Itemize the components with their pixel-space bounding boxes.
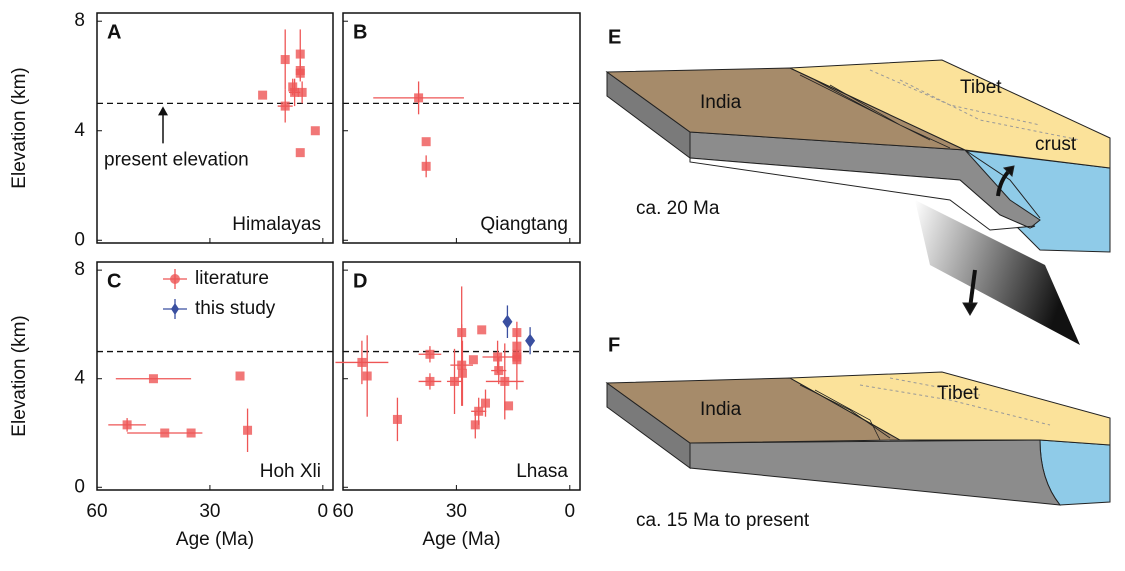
x-axis-label: Age (Ma) (176, 529, 254, 550)
marker (186, 428, 196, 438)
marker (512, 355, 522, 365)
marker (122, 420, 132, 430)
marker (474, 406, 484, 416)
panel-label: F (608, 334, 620, 356)
marker (468, 355, 478, 365)
y-tick-label: 0 (74, 229, 85, 250)
legend-marker (170, 274, 180, 284)
y-axis-label: Elevation (km) (9, 67, 30, 188)
marker (160, 428, 170, 438)
legend-label: literature (195, 268, 269, 289)
diagram-text: India (700, 399, 742, 420)
marker (280, 101, 290, 111)
x-tick-label: 30 (446, 501, 467, 522)
marker (295, 68, 305, 78)
panel-label: B (353, 21, 367, 43)
panel-label: E (608, 26, 621, 48)
diagram-f: India Tibet ca. 15 Ma to present F (605, 334, 1111, 531)
marker (493, 352, 503, 362)
diagram-text: crust (1035, 134, 1077, 155)
marker (494, 366, 504, 376)
y-tick-label: 4 (74, 120, 85, 141)
diagram-e: India Tibet crust ca. 20 Ma E (605, 26, 1111, 345)
marker (425, 349, 435, 359)
x-tick-label: 60 (332, 501, 353, 522)
y-tick-label: 8 (74, 259, 85, 280)
y-tick-label: 4 (74, 368, 85, 389)
marker (235, 371, 245, 381)
annotation: present elevation (104, 149, 249, 170)
marker (481, 398, 491, 408)
marker (392, 414, 402, 424)
marker (425, 376, 435, 386)
marker (362, 371, 372, 381)
panel-label: C (107, 270, 121, 292)
marker (477, 325, 487, 335)
marker (421, 137, 431, 147)
diagram-text: India (700, 92, 742, 113)
x-tick-label: 0 (565, 501, 576, 522)
marker (450, 376, 460, 386)
marker (295, 148, 305, 158)
marker (258, 90, 268, 100)
plot-frame (96, 12, 334, 244)
marker (280, 55, 290, 65)
x-tick-label: 60 (86, 501, 107, 522)
location-label: Hoh Xli (260, 461, 321, 482)
x-axis-label: Age (Ma) (422, 529, 500, 550)
location-label: Qiangtang (480, 214, 568, 235)
marker (288, 82, 298, 92)
location-label: Himalayas (232, 214, 321, 235)
diagram-text: ca. 20 Ma (636, 198, 720, 219)
marker (470, 420, 480, 430)
marker (148, 374, 158, 384)
x-tick-label: 0 (318, 501, 329, 522)
marker (310, 126, 320, 136)
marker (525, 333, 536, 348)
panel-label: D (353, 270, 367, 292)
diagram-text: Tibet (937, 383, 979, 404)
diagram-text: Tibet (960, 77, 1002, 98)
location-label: Lhasa (516, 461, 568, 482)
marker (502, 314, 513, 329)
marker (297, 87, 307, 97)
annotation-arrowhead (158, 106, 168, 116)
marker (357, 357, 367, 367)
marker (457, 360, 467, 370)
x-tick-label: 30 (199, 501, 220, 522)
plot-frame (96, 261, 334, 491)
marker (421, 161, 431, 171)
y-tick-label: 0 (74, 476, 85, 497)
marker (295, 49, 305, 59)
marker (414, 93, 424, 103)
marker (243, 425, 253, 435)
marker (457, 368, 467, 378)
marker (290, 87, 300, 97)
diagram-text: ca. 15 Ma to present (636, 510, 810, 531)
panel-label: A (107, 21, 121, 43)
charts: 0 4 8 A Himalayas Elevation (km) present eleva… (9, 10, 581, 550)
y-axis-label: Elevation (km) (9, 315, 30, 436)
legend-label: this study (195, 298, 276, 319)
plot-frame (342, 261, 581, 491)
marker (500, 376, 510, 386)
plot-frame (342, 12, 581, 244)
legend-marker (171, 303, 179, 315)
y-tick-label: 8 (74, 10, 85, 31)
marker (504, 401, 514, 411)
